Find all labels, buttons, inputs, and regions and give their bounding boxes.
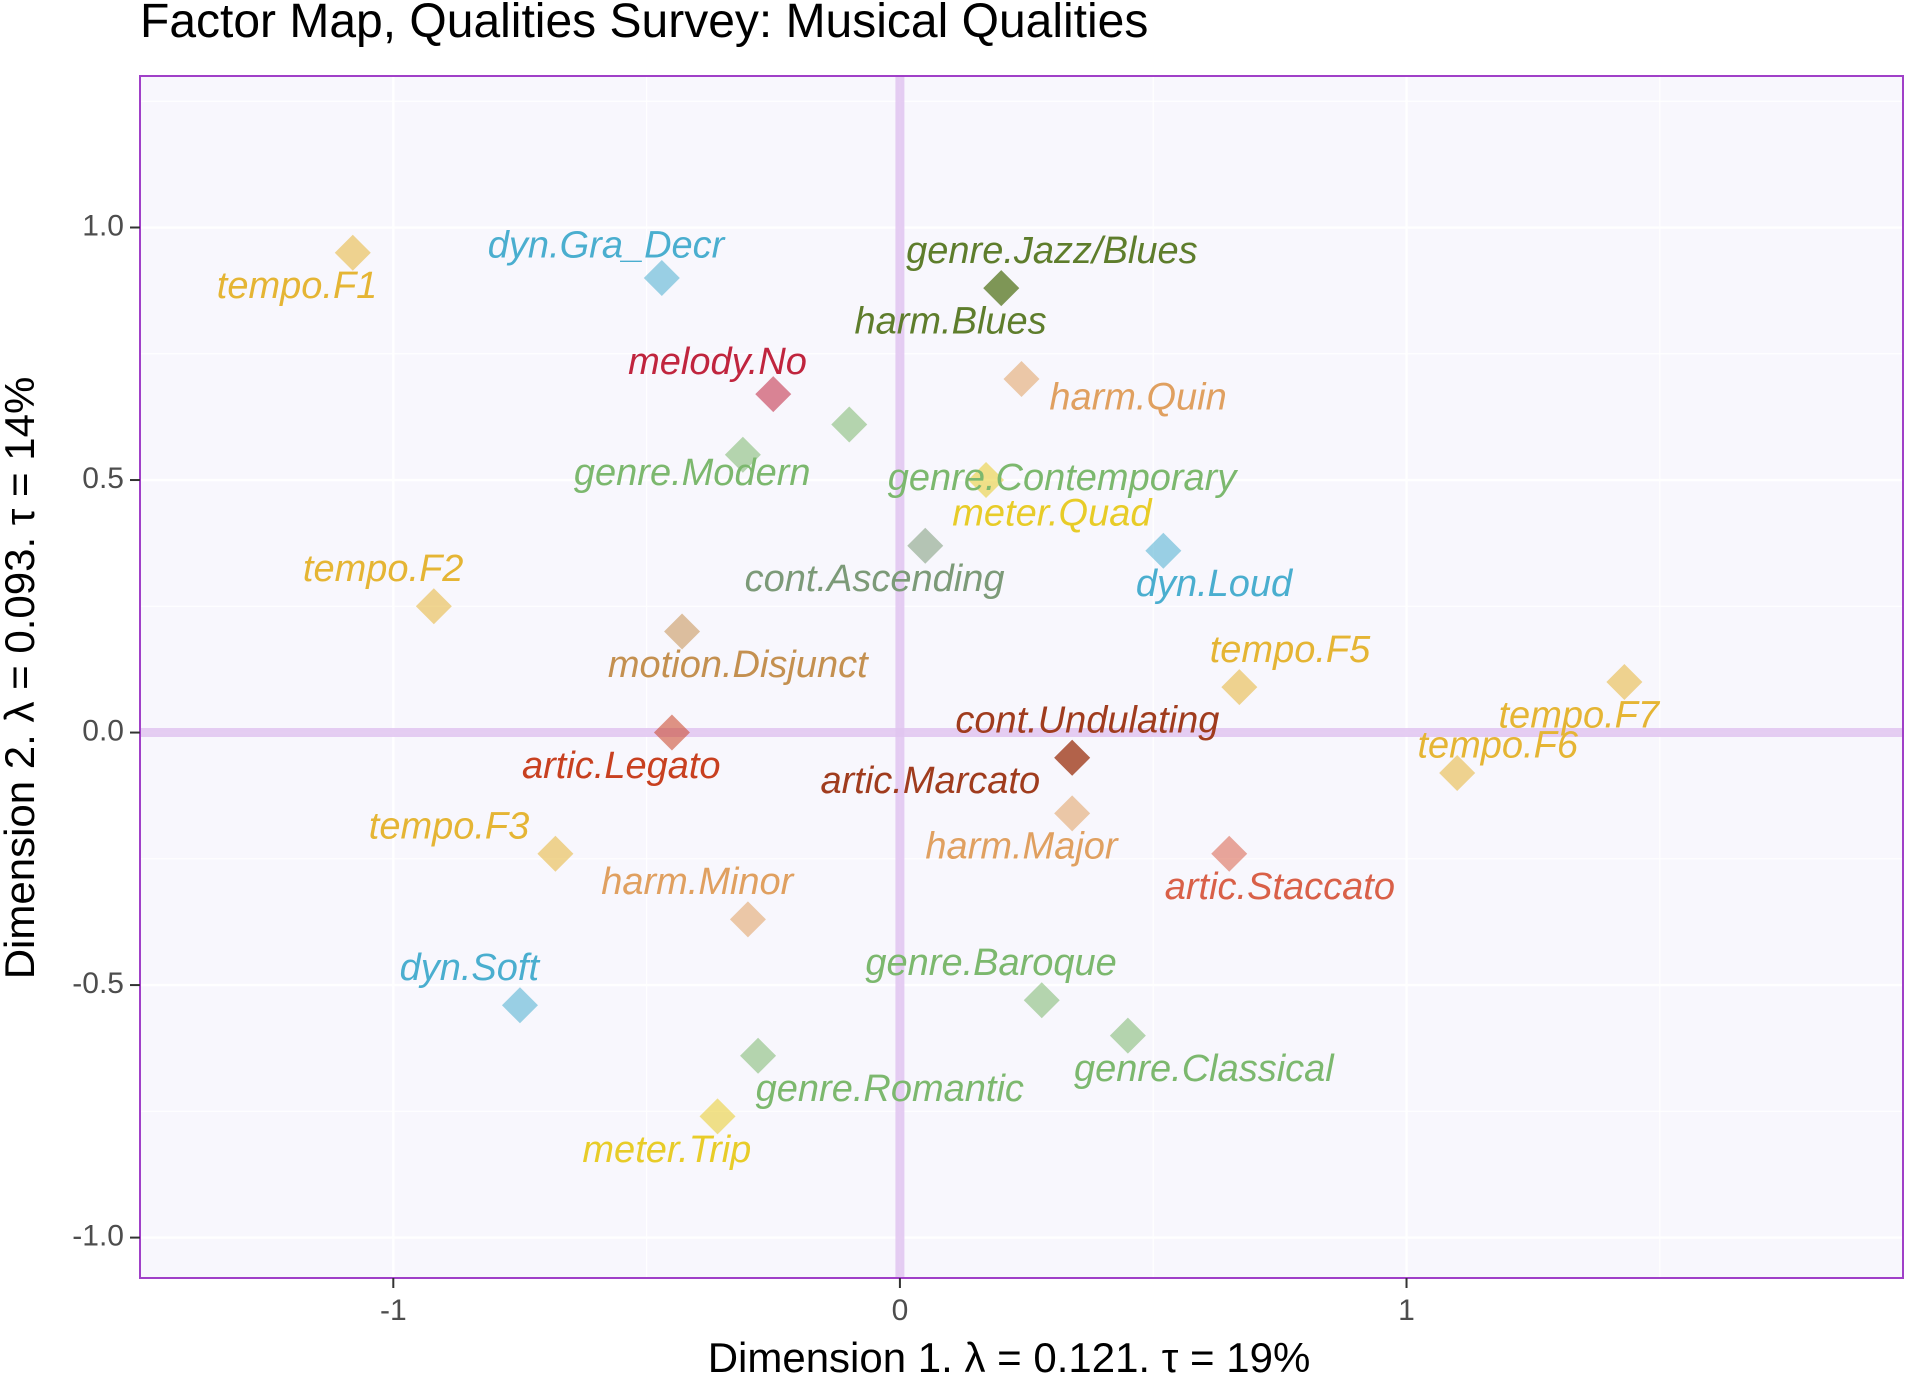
data-point (1023, 982, 1060, 1019)
point-label: artic.Legato (522, 745, 721, 787)
reference-lines (140, 76, 1903, 1278)
point-label: tempo.F1 (217, 265, 378, 307)
data-point (699, 1098, 736, 1135)
point-label: meter.Trip (582, 1129, 751, 1171)
x-axis: -1 0 1 (380, 1278, 1415, 1327)
point-label: harm.Minor (601, 861, 794, 903)
point-label: dyn.Soft (400, 947, 541, 989)
point-label: cont.Undulating (955, 699, 1219, 741)
y-tick-label: -0.5 (72, 967, 124, 1000)
point-label: genre.Jazz/Blues (906, 230, 1198, 272)
x-axis-title: Dimension 1. λ = 0.121. τ = 19% (708, 1334, 1311, 1381)
point-label: dyn.Gra_Decr (488, 225, 726, 267)
data-point (1211, 835, 1248, 872)
point-label: tempo.F3 (369, 806, 530, 848)
plot-frame (139, 75, 1904, 1279)
point-label: genre.Contemporary (888, 457, 1239, 499)
y-axis-title: Dimension 2. λ = 0.093. τ = 14% (0, 377, 43, 980)
data-point (653, 714, 690, 751)
data-point (501, 987, 538, 1024)
data-point (1606, 664, 1643, 701)
data-point (968, 462, 1005, 499)
data-point (724, 436, 761, 473)
point-label: cont.Ascending (745, 558, 1005, 600)
point-label: harm.Quin (1049, 376, 1226, 418)
data-point (907, 527, 944, 564)
x-tick-label: -1 (380, 1294, 407, 1327)
point-label: tempo.F2 (303, 548, 464, 590)
point-label: meter.Quad (952, 492, 1153, 534)
data-point (1054, 795, 1091, 832)
point-label: motion.Disjunct (608, 644, 869, 686)
y-tick-label: -1.0 (72, 1220, 124, 1253)
point-label: tempo.F6 (1417, 725, 1578, 767)
y-axis: -1.0 -0.5 0.0 0.5 1.0 (72, 209, 140, 1253)
data-point (755, 376, 792, 413)
point-labels: tempo.F1 dyn.Gra_Decr genre.Jazz/Blues harm… (217, 225, 1661, 1171)
point-label: genre.Classical (1074, 1048, 1335, 1090)
data-point (415, 588, 452, 625)
data-point (1003, 361, 1040, 398)
point-label: harm.Major (925, 826, 1118, 868)
point-label: harm.Blues (854, 301, 1046, 343)
y-tick-label: 1.0 (82, 209, 124, 242)
plot-panel (140, 76, 1903, 1278)
point-label: dyn.Loud (1136, 563, 1294, 605)
data-point (740, 1037, 777, 1074)
chart-title: Factor Map, Qualities Survey: Musical Qu… (140, 0, 1148, 48)
data-point (537, 835, 574, 872)
data-point (831, 406, 868, 443)
point-label: melody.No (628, 341, 807, 383)
point-label: genre.Romantic (756, 1068, 1024, 1110)
data-point (1109, 1017, 1146, 1054)
data-point (729, 901, 766, 938)
data-point (1439, 754, 1476, 791)
data-points (334, 234, 1643, 1135)
data-point (983, 270, 1020, 307)
point-label: artic.Staccato (1165, 866, 1395, 908)
data-point (1054, 739, 1091, 776)
point-label: tempo.F7 (1499, 694, 1661, 736)
data-point (334, 234, 371, 271)
data-point (664, 613, 701, 650)
data-point (1145, 532, 1182, 569)
point-label: genre.Modern (574, 452, 811, 494)
y-tick-label: 0.5 (82, 462, 124, 495)
point-label: genre.Baroque (865, 942, 1116, 984)
y-tick-label: 0.0 (82, 714, 124, 747)
point-label: tempo.F5 (1210, 629, 1371, 671)
x-tick-label: 1 (1398, 1294, 1415, 1327)
data-point (643, 260, 680, 297)
x-tick-label: 0 (892, 1294, 909, 1327)
point-label: artic.Marcato (820, 760, 1040, 802)
data-point (1221, 669, 1258, 706)
